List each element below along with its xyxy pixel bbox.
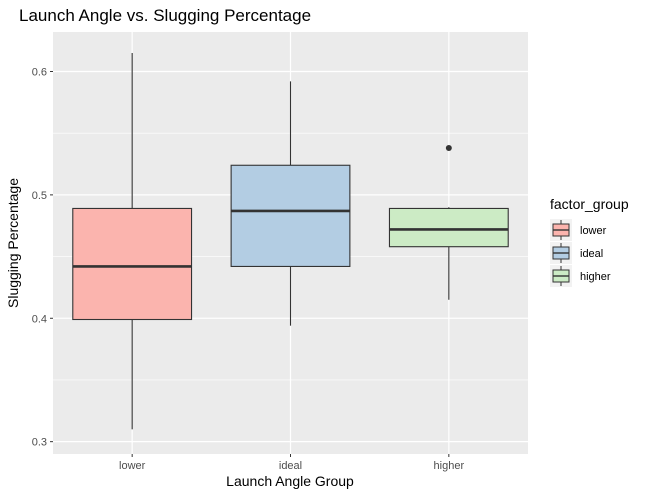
y-axis-title: Slugging Percentage bbox=[5, 178, 21, 308]
legend-title: factor_group bbox=[550, 196, 629, 212]
box-lower bbox=[72, 52, 193, 430]
x-tick-label: lower bbox=[119, 460, 146, 472]
legend-item-lower: lower bbox=[550, 219, 607, 241]
legend-label: lower bbox=[580, 225, 607, 237]
box-higher bbox=[388, 144, 509, 300]
x-axis: lower ideal higher bbox=[119, 454, 464, 472]
box-body bbox=[72, 207, 193, 321]
y-tick-label: 0.4 bbox=[32, 313, 47, 325]
chart-title: Launch Angle vs. Slugging Percentage bbox=[19, 6, 311, 25]
box-body bbox=[230, 164, 351, 267]
y-tick-label: 0.3 bbox=[32, 437, 47, 449]
legend-item-higher: higher bbox=[550, 265, 611, 287]
box-layer bbox=[72, 52, 509, 430]
y-axis: 0.3 0.4 0.5 0.6 bbox=[32, 66, 53, 449]
x-tick-label: higher bbox=[434, 460, 465, 472]
legend-label: higher bbox=[580, 271, 611, 283]
box-ideal bbox=[230, 81, 351, 326]
x-tick-label: ideal bbox=[279, 460, 302, 472]
box-body bbox=[388, 207, 509, 248]
y-tick-label: 0.6 bbox=[32, 66, 47, 78]
legend-label: ideal bbox=[580, 248, 603, 260]
outlier-point bbox=[445, 144, 452, 151]
y-tick-label: 0.5 bbox=[32, 190, 47, 202]
x-axis-title: Launch Angle Group bbox=[226, 473, 354, 489]
legend: factor_group lower ideal higher bbox=[550, 196, 629, 287]
legend-item-ideal: ideal bbox=[550, 242, 603, 264]
